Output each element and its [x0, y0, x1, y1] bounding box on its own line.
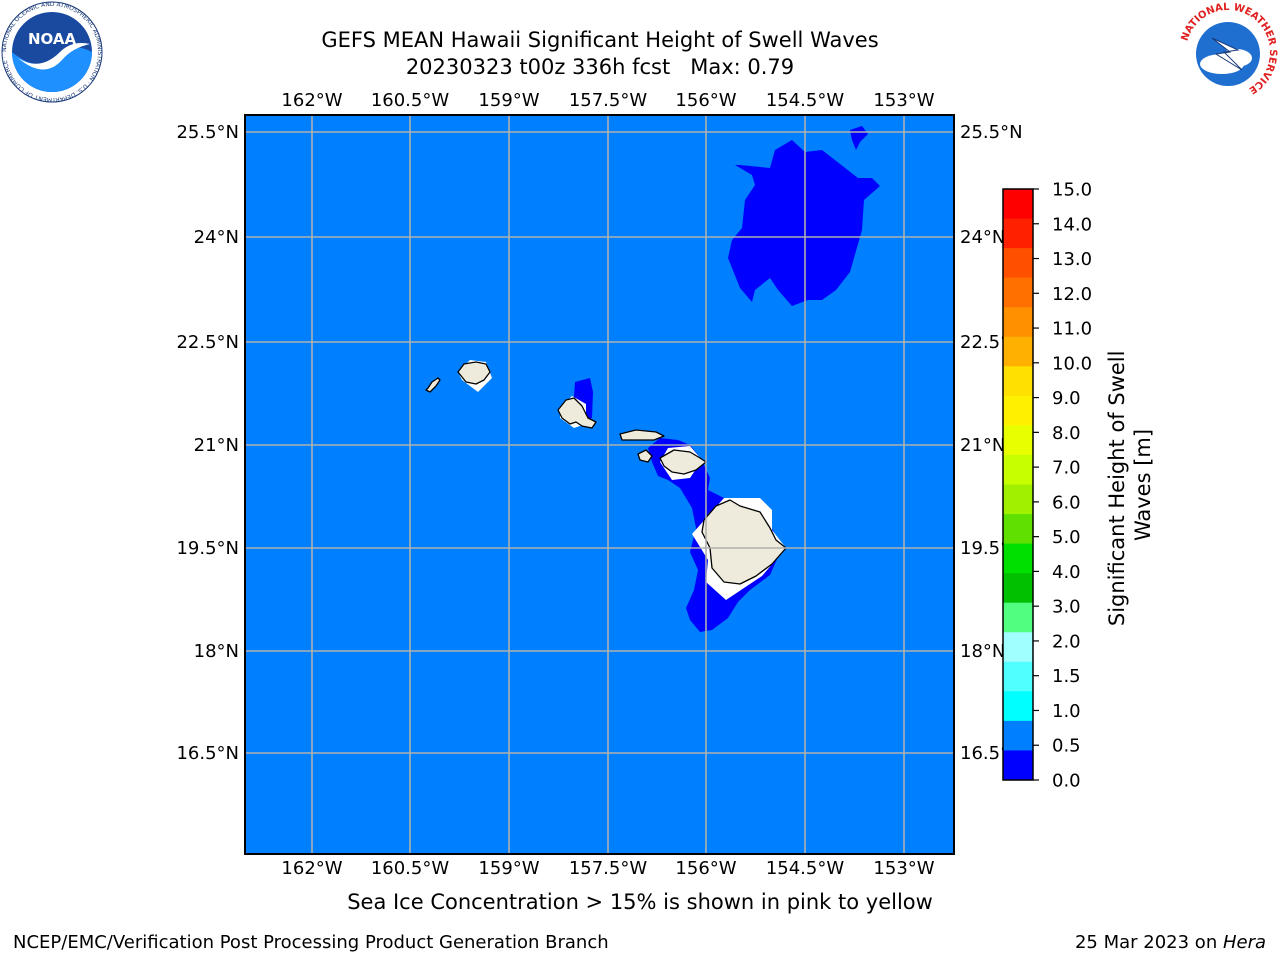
colorbar-tick-label: 15.0: [1052, 180, 1092, 201]
colorbar-segment: [1003, 632, 1033, 663]
colorbar-segment: [1003, 366, 1033, 397]
colorbar-ticks: 15.0 14.0 13.0 12.0 11.0 10.0 9.0 8.0 7.0 6.0 5.0 4…: [1033, 180, 1092, 792]
colorbar-segment: [1003, 602, 1033, 633]
lon-label-top: 162°W: [281, 90, 342, 111]
lat-label-left: 19.5°N: [176, 538, 239, 559]
colorbar-segment: [1003, 484, 1033, 515]
lat-label-right: 24°N: [960, 227, 1005, 248]
colorbar-tick-label: 13.0: [1052, 249, 1092, 270]
lat-label-right: 18°N: [960, 641, 1005, 662]
lon-label-top: 153°W: [873, 90, 934, 111]
colorbar-segment: [1003, 543, 1033, 574]
sea-ice-caption: Sea Ice Concentration > 15% is shown in …: [347, 890, 933, 914]
colorbar: [1002, 188, 1034, 781]
colorbar-segment: [1003, 277, 1033, 308]
lat-label-left: 22.5°N: [176, 332, 239, 353]
colorbar-tick-label: 10.0: [1052, 353, 1092, 374]
colorbar-segment: [1003, 454, 1033, 485]
lon-label-bottom: 159°W: [478, 858, 539, 879]
colorbar-segment: [1003, 425, 1033, 456]
colorbar-frame: [1002, 188, 1034, 781]
colorbar-tick-label: 9.0: [1052, 388, 1081, 409]
colorbar-tick-label: 3.0: [1052, 597, 1081, 618]
noaa-logo: NATIONAL OCEANIC AND ATMOSPHERIC ADMINIS…: [1, 1, 103, 103]
chart-subtitle: 20230323 t00z 336h fcst Max: 0.79: [405, 55, 795, 79]
footer-date: 25 Mar 2023 on Hera: [1075, 932, 1266, 953]
colorbar-tick-label: 2.0: [1052, 631, 1081, 652]
lon-label-bottom: 154.5°W: [766, 858, 845, 879]
lon-label-top: 160.5°W: [371, 90, 450, 111]
island-niihau: [425, 377, 441, 393]
footer-host: Hera: [1222, 932, 1266, 953]
lon-label-top: 157.5°W: [569, 90, 648, 111]
graticule: [245, 115, 954, 854]
colorbar-label: Significant Height of Swell Waves [m]: [1105, 344, 1155, 626]
colorbar-segment: [1003, 307, 1033, 338]
map-frame: [244, 114, 955, 855]
nws-logo: NATIONAL WEATHER SERVICE: [1178, 2, 1278, 102]
lat-label-left: 18°N: [194, 641, 239, 662]
colorbar-segment: [1003, 336, 1033, 367]
swell-region-northeast: [728, 140, 880, 306]
island-molokai: [619, 429, 665, 441]
colorbar-segment: [1003, 750, 1033, 781]
lat-label-right: 21°N: [960, 435, 1005, 456]
lon-label-bottom: 157.5°W: [569, 858, 648, 879]
colorbar-segment: [1003, 720, 1033, 751]
lat-label-right: 25.5°N: [960, 122, 1023, 143]
lon-label-top: 159°W: [478, 90, 539, 111]
colorbar-label-line: Significant Height of Swell: [1105, 351, 1129, 627]
island-oahu: [557, 397, 597, 429]
lat-label-left: 25.5°N: [176, 122, 239, 143]
noaa-logo-text: NOAA: [28, 30, 77, 48]
lon-label-bottom: 160.5°W: [371, 858, 450, 879]
lon-label-bottom: 162°W: [281, 858, 342, 879]
colorbar-tick-label: 8.0: [1052, 423, 1081, 444]
island-kauai: [457, 361, 491, 385]
colorbar-tick-label: 4.0: [1052, 562, 1081, 583]
islands: [425, 361, 787, 585]
island-maui: [659, 449, 707, 475]
colorbar-segment: [1003, 573, 1033, 604]
lon-label-bottom: 156°W: [675, 858, 736, 879]
colorbar-segment: [1003, 691, 1033, 722]
colorbar-tick-label: 14.0: [1052, 214, 1092, 235]
footer-date-text: 25 Mar 2023 on: [1074, 932, 1223, 953]
lon-label-top: 154.5°W: [766, 90, 845, 111]
lat-label-left: 24°N: [194, 227, 239, 248]
colorbar-segment: [1003, 395, 1033, 426]
colorbar-tick-label: 6.0: [1052, 492, 1081, 513]
lat-label-left: 16.5°N: [176, 743, 239, 764]
colorbar-tick-label: 1.0: [1052, 701, 1081, 722]
colorbar-segment: [1003, 218, 1033, 249]
colorbar-segment: [1003, 248, 1033, 279]
footer-branch: NCEP/EMC/Verification Post Processing Pr…: [13, 932, 609, 953]
lon-label-bottom: 153°W: [873, 858, 934, 879]
colorbar-tick-label: 5.0: [1052, 527, 1081, 548]
colorbar-label-line: Waves [m]: [1131, 429, 1155, 541]
chart-title: GEFS MEAN Hawaii Significant Height of S…: [321, 28, 879, 52]
island-hawaii: [701, 499, 787, 585]
colorbar-tick-label: 1.5: [1052, 666, 1081, 687]
colorbar-tick-label: 0.0: [1052, 771, 1081, 792]
colorbar-tick-label: 7.0: [1052, 458, 1081, 479]
colorbar-tick-label: 12.0: [1052, 284, 1092, 305]
colorbar-segment: [1003, 514, 1033, 545]
lat-label-left: 21°N: [194, 435, 239, 456]
lon-label-top: 156°W: [675, 90, 736, 111]
island-lanai: [637, 449, 653, 463]
colorbar-tick-label: 0.5: [1052, 736, 1081, 757]
colorbar-segment: [1003, 661, 1033, 692]
colorbar-segment: [1003, 189, 1033, 220]
colorbar-tick-label: 11.0: [1052, 319, 1092, 340]
